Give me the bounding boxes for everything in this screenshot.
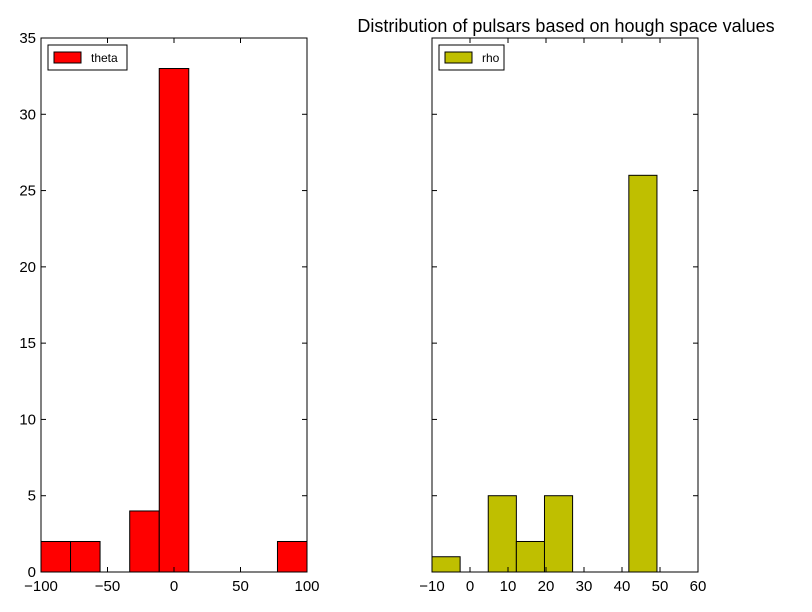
legend-swatch bbox=[444, 51, 473, 64]
y-tick-label: 10 bbox=[19, 411, 36, 428]
x-tick-label: 10 bbox=[500, 578, 517, 595]
histogram-bar bbox=[70, 540, 101, 573]
x-tick-label: 20 bbox=[538, 578, 555, 595]
y-tick-label: 35 bbox=[19, 30, 36, 47]
y-tick-label: 25 bbox=[19, 183, 36, 200]
rho-histogram: −10 0 10 20 30 40 50 60 Distribution of pulsars … bbox=[357, 16, 774, 595]
chart-title: Distribution of pulsars based on hough s… bbox=[357, 16, 774, 36]
axes-frame bbox=[431, 37, 699, 573]
histogram-bar bbox=[158, 68, 190, 573]
theta-histogram: −100 −50 0 50 100 0 5 10 15 20 25 30 35 theta bbox=[19, 30, 319, 595]
histogram-bar bbox=[628, 174, 658, 573]
x-tick-label: 0 bbox=[170, 578, 178, 595]
histogram-bar bbox=[543, 495, 574, 573]
legend: theta bbox=[47, 44, 128, 71]
histogram-bar bbox=[276, 540, 308, 573]
histogram-bar bbox=[515, 540, 545, 573]
x-tick-label: 30 bbox=[576, 578, 593, 595]
y-tick-label: 20 bbox=[19, 259, 36, 276]
y-tick-label: 15 bbox=[19, 335, 36, 352]
legend-label: rho bbox=[482, 51, 500, 65]
x-tick-label: 100 bbox=[294, 578, 319, 595]
x-tick-label: 50 bbox=[232, 578, 249, 595]
y-tick-label: 0 bbox=[28, 564, 36, 581]
x-tick-label: −50 bbox=[95, 578, 120, 595]
y-tick-label: 5 bbox=[28, 488, 36, 505]
legend-swatch bbox=[53, 51, 82, 64]
legend-label: theta bbox=[91, 51, 118, 65]
x-tick-label: 50 bbox=[652, 578, 669, 595]
histogram-bar bbox=[487, 495, 517, 573]
x-tick-label: −10 bbox=[419, 578, 444, 595]
x-tick-label: 40 bbox=[614, 578, 631, 595]
x-tick-label: 60 bbox=[690, 578, 707, 595]
legend: rho bbox=[438, 44, 505, 71]
x-tick-label: −100 bbox=[24, 578, 58, 595]
histogram-bar bbox=[40, 540, 72, 573]
x-tick-label: 0 bbox=[466, 578, 474, 595]
histogram-bar bbox=[129, 510, 160, 573]
histogram-bar bbox=[431, 556, 461, 573]
y-tick-label: 30 bbox=[19, 106, 36, 123]
